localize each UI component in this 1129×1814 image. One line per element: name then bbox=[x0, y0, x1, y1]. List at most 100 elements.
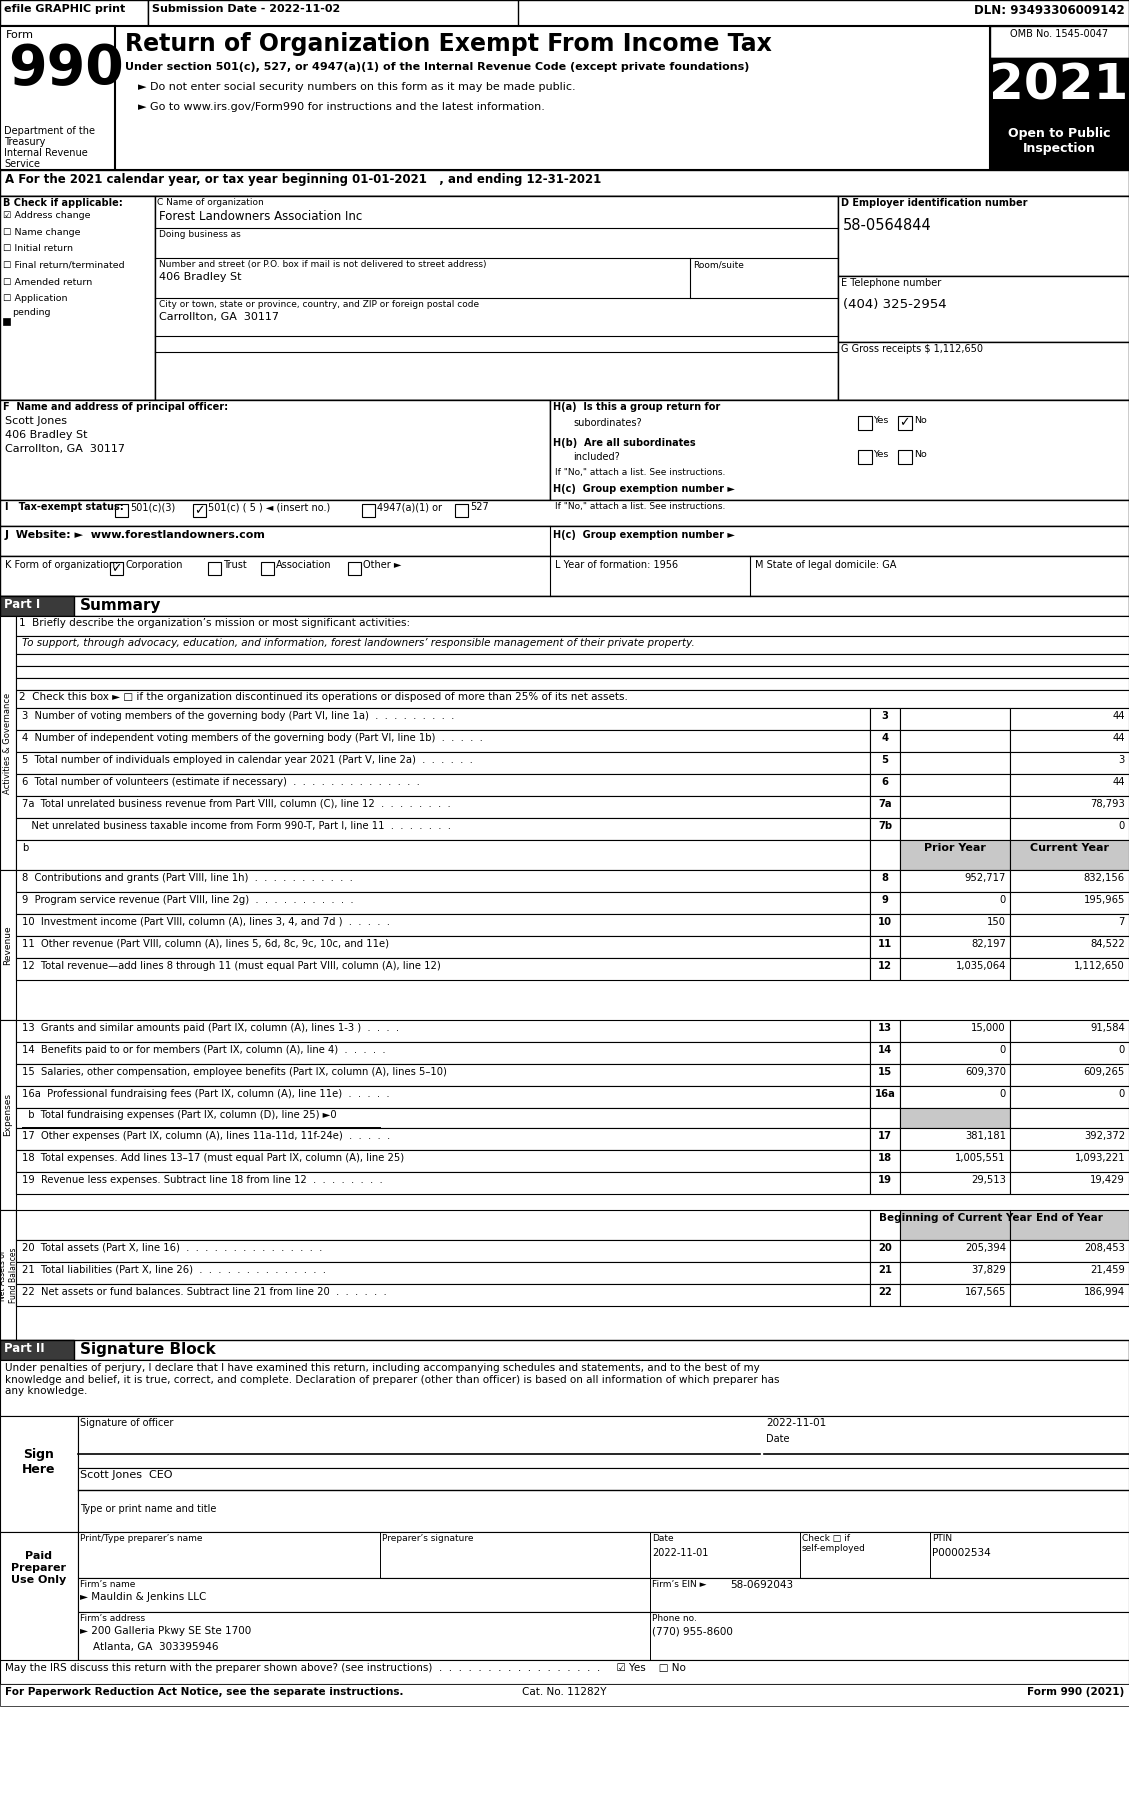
Text: ☐ Name change: ☐ Name change bbox=[3, 229, 80, 238]
Text: 0: 0 bbox=[1000, 1088, 1006, 1099]
Bar bbox=[16, 1128, 870, 1150]
Bar bbox=[16, 1065, 870, 1087]
Text: 501(c) ( 5 ) ◄ (insert no.): 501(c) ( 5 ) ◄ (insert no.) bbox=[208, 502, 331, 512]
Text: subordinates?: subordinates? bbox=[574, 417, 641, 428]
Bar bbox=[1010, 936, 1129, 958]
Text: Paid
Preparer
Use Only: Paid Preparer Use Only bbox=[11, 1551, 67, 1585]
Bar bbox=[900, 796, 1010, 818]
Text: 91,584: 91,584 bbox=[1091, 1023, 1124, 1032]
Bar bbox=[870, 1210, 900, 1241]
Text: 0: 0 bbox=[1000, 894, 1006, 905]
Bar bbox=[870, 1172, 900, 1194]
Text: 14  Benefits paid to or for members (Part IX, column (A), line 4)  .  .  .  .  .: 14 Benefits paid to or for members (Part… bbox=[21, 1045, 386, 1056]
Text: Prior Year: Prior Year bbox=[924, 844, 986, 853]
Bar bbox=[0, 196, 1129, 401]
Bar bbox=[16, 753, 870, 775]
Text: (404) 325-2954: (404) 325-2954 bbox=[843, 297, 946, 310]
Bar bbox=[16, 796, 870, 818]
Bar bbox=[1010, 1065, 1129, 1087]
Text: Part II: Part II bbox=[5, 1342, 45, 1355]
Text: 58-0564844: 58-0564844 bbox=[843, 218, 931, 232]
Text: 1  Briefly describe the organization’s mission or most significant activities:: 1 Briefly describe the organization’s mi… bbox=[19, 619, 410, 628]
Bar bbox=[870, 958, 900, 980]
Text: ✓: ✓ bbox=[111, 562, 122, 575]
Text: 10: 10 bbox=[878, 918, 892, 927]
Bar bbox=[870, 871, 900, 892]
Bar bbox=[900, 729, 1010, 753]
Text: 3  Number of voting members of the governing body (Part VI, line 1a)  .  .  .  .: 3 Number of voting members of the govern… bbox=[21, 711, 454, 720]
Text: b  Total fundraising expenses (Part IX, column (D), line 25) ►0: b Total fundraising expenses (Part IX, c… bbox=[21, 1110, 336, 1119]
Bar bbox=[1010, 1172, 1129, 1194]
Text: H(c)  Group exemption number ►: H(c) Group exemption number ► bbox=[553, 530, 735, 541]
Bar bbox=[900, 1241, 1010, 1263]
Text: 2021: 2021 bbox=[989, 62, 1129, 111]
Text: Form: Form bbox=[6, 31, 34, 40]
Text: 13  Grants and similar amounts paid (Part IX, column (A), lines 1-3 )  .  .  .  : 13 Grants and similar amounts paid (Part… bbox=[21, 1023, 400, 1032]
Bar bbox=[1010, 1128, 1129, 1150]
Bar bbox=[0, 1341, 1129, 1360]
Bar bbox=[0, 1660, 1129, 1683]
Text: No: No bbox=[914, 450, 927, 459]
Bar bbox=[148, 0, 518, 25]
Bar bbox=[0, 25, 1129, 171]
Text: 208,453: 208,453 bbox=[1084, 1243, 1124, 1253]
Bar bbox=[1010, 871, 1129, 892]
Bar bbox=[16, 1108, 870, 1128]
Bar bbox=[1010, 796, 1129, 818]
Bar bbox=[16, 1041, 870, 1065]
Text: pending: pending bbox=[12, 308, 51, 317]
Bar bbox=[0, 401, 1129, 501]
Text: Number and street (or P.O. box if mail is not delivered to street address): Number and street (or P.O. box if mail i… bbox=[159, 259, 487, 268]
Text: 4947(a)(1) or: 4947(a)(1) or bbox=[377, 502, 441, 512]
Text: 19: 19 bbox=[878, 1175, 892, 1185]
Text: 7a: 7a bbox=[878, 798, 892, 809]
Bar bbox=[16, 958, 870, 980]
Bar bbox=[16, 936, 870, 958]
Text: 17  Other expenses (Part IX, column (A), lines 11a-11d, 11f-24e)  .  .  .  .  .: 17 Other expenses (Part IX, column (A), … bbox=[21, 1130, 391, 1141]
Bar bbox=[990, 120, 1129, 171]
Text: Service: Service bbox=[5, 160, 40, 169]
Text: H(b)  Are all subordinates: H(b) Are all subordinates bbox=[553, 437, 695, 448]
Bar bbox=[0, 1533, 78, 1669]
Text: Phone no.: Phone no. bbox=[653, 1614, 697, 1624]
Text: Department of the: Department of the bbox=[5, 125, 95, 136]
Text: H(c)  Group exemption number ►: H(c) Group exemption number ► bbox=[553, 484, 735, 493]
Text: Part I: Part I bbox=[5, 599, 41, 611]
Text: Room/suite: Room/suite bbox=[693, 259, 744, 268]
Text: PTIN: PTIN bbox=[933, 1535, 952, 1544]
Text: ☑ Address change: ☑ Address change bbox=[3, 210, 90, 219]
Bar bbox=[16, 775, 870, 796]
Bar bbox=[0, 526, 1129, 557]
Bar bbox=[870, 1263, 900, 1284]
Text: Yes: Yes bbox=[873, 450, 889, 459]
Text: 8  Contributions and grants (Part VIII, line 1h)  .  .  .  .  .  .  .  .  .  .  : 8 Contributions and grants (Part VIII, l… bbox=[21, 873, 353, 883]
Text: B Check if applicable:: B Check if applicable: bbox=[3, 198, 123, 209]
Text: 21,459: 21,459 bbox=[1091, 1264, 1124, 1275]
Text: P00002534: P00002534 bbox=[933, 1547, 991, 1558]
Bar bbox=[900, 818, 1010, 840]
Text: 18  Total expenses. Add lines 13–17 (must equal Part IX, column (A), line 25): 18 Total expenses. Add lines 13–17 (must… bbox=[21, 1154, 404, 1163]
Bar bbox=[900, 936, 1010, 958]
Text: E Telephone number: E Telephone number bbox=[841, 278, 942, 288]
Text: 952,717: 952,717 bbox=[964, 873, 1006, 883]
Text: 7b: 7b bbox=[878, 822, 892, 831]
Text: 10  Investment income (Part VIII, column (A), lines 3, 4, and 7d )  .  .  .  .  : 10 Investment income (Part VIII, column … bbox=[21, 918, 390, 927]
Text: Under penalties of perjury, I declare that I have examined this return, includin: Under penalties of perjury, I declare th… bbox=[5, 1362, 779, 1397]
Text: 1,005,551: 1,005,551 bbox=[955, 1154, 1006, 1163]
Bar bbox=[550, 401, 1129, 501]
Text: L Year of formation: 1956: L Year of formation: 1956 bbox=[555, 561, 679, 570]
Bar bbox=[78, 1533, 1129, 1578]
Text: Expenses: Expenses bbox=[3, 1094, 12, 1137]
Text: 167,565: 167,565 bbox=[964, 1286, 1006, 1297]
Text: 29,513: 29,513 bbox=[971, 1175, 1006, 1185]
Text: 44: 44 bbox=[1112, 776, 1124, 787]
Text: Internal Revenue: Internal Revenue bbox=[5, 149, 88, 158]
Text: 4: 4 bbox=[882, 733, 889, 744]
Bar bbox=[78, 1613, 1129, 1660]
Bar bbox=[1010, 1263, 1129, 1284]
Text: Scott Jones  CEO: Scott Jones CEO bbox=[80, 1469, 173, 1480]
Bar bbox=[900, 1019, 1010, 1041]
Bar bbox=[193, 504, 205, 517]
Text: Sign
Here: Sign Here bbox=[23, 1448, 55, 1477]
Text: 381,181: 381,181 bbox=[965, 1130, 1006, 1141]
